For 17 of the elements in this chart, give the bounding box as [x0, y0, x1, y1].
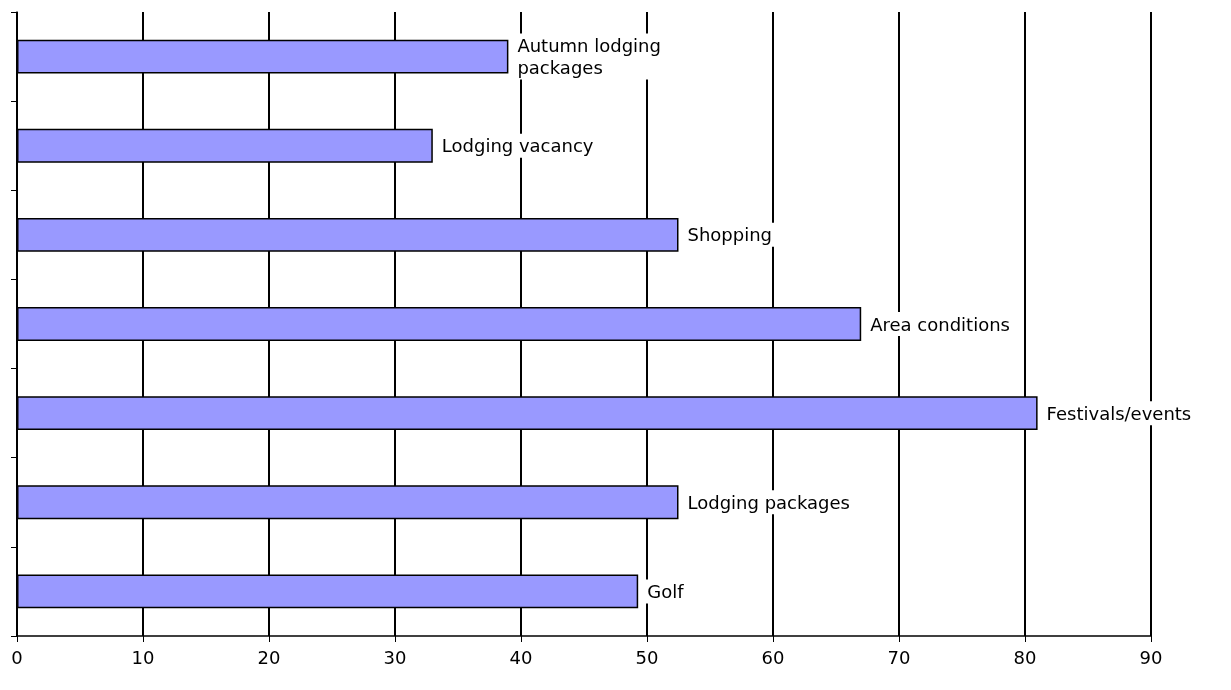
x-tick-label: 60 [761, 646, 785, 668]
x-tick-label: 70 [887, 646, 911, 668]
y-tick-label: Autumn lodging packages [517, 35, 661, 79]
y-tick-label: Festivals/events [1046, 402, 1192, 424]
x-tick-label: 10 [131, 646, 155, 668]
y-tick-label: Shopping [687, 224, 773, 246]
y-tick-label: Golf [647, 580, 685, 602]
x-tick-label: 20 [257, 646, 281, 668]
y-tick-label: Lodging vacancy [441, 135, 594, 157]
x-tick-label: 40 [509, 646, 533, 668]
y-tick-label: Lodging packages [687, 491, 851, 513]
x-tick-label: 50 [635, 646, 659, 668]
x-tick-label: 90 [1139, 646, 1163, 668]
x-tick-label: 80 [1013, 646, 1037, 668]
y-tick-label: Area conditions [870, 313, 1010, 335]
x-tick-label: 30 [383, 646, 407, 668]
x-tick-label: 0 [11, 646, 23, 668]
